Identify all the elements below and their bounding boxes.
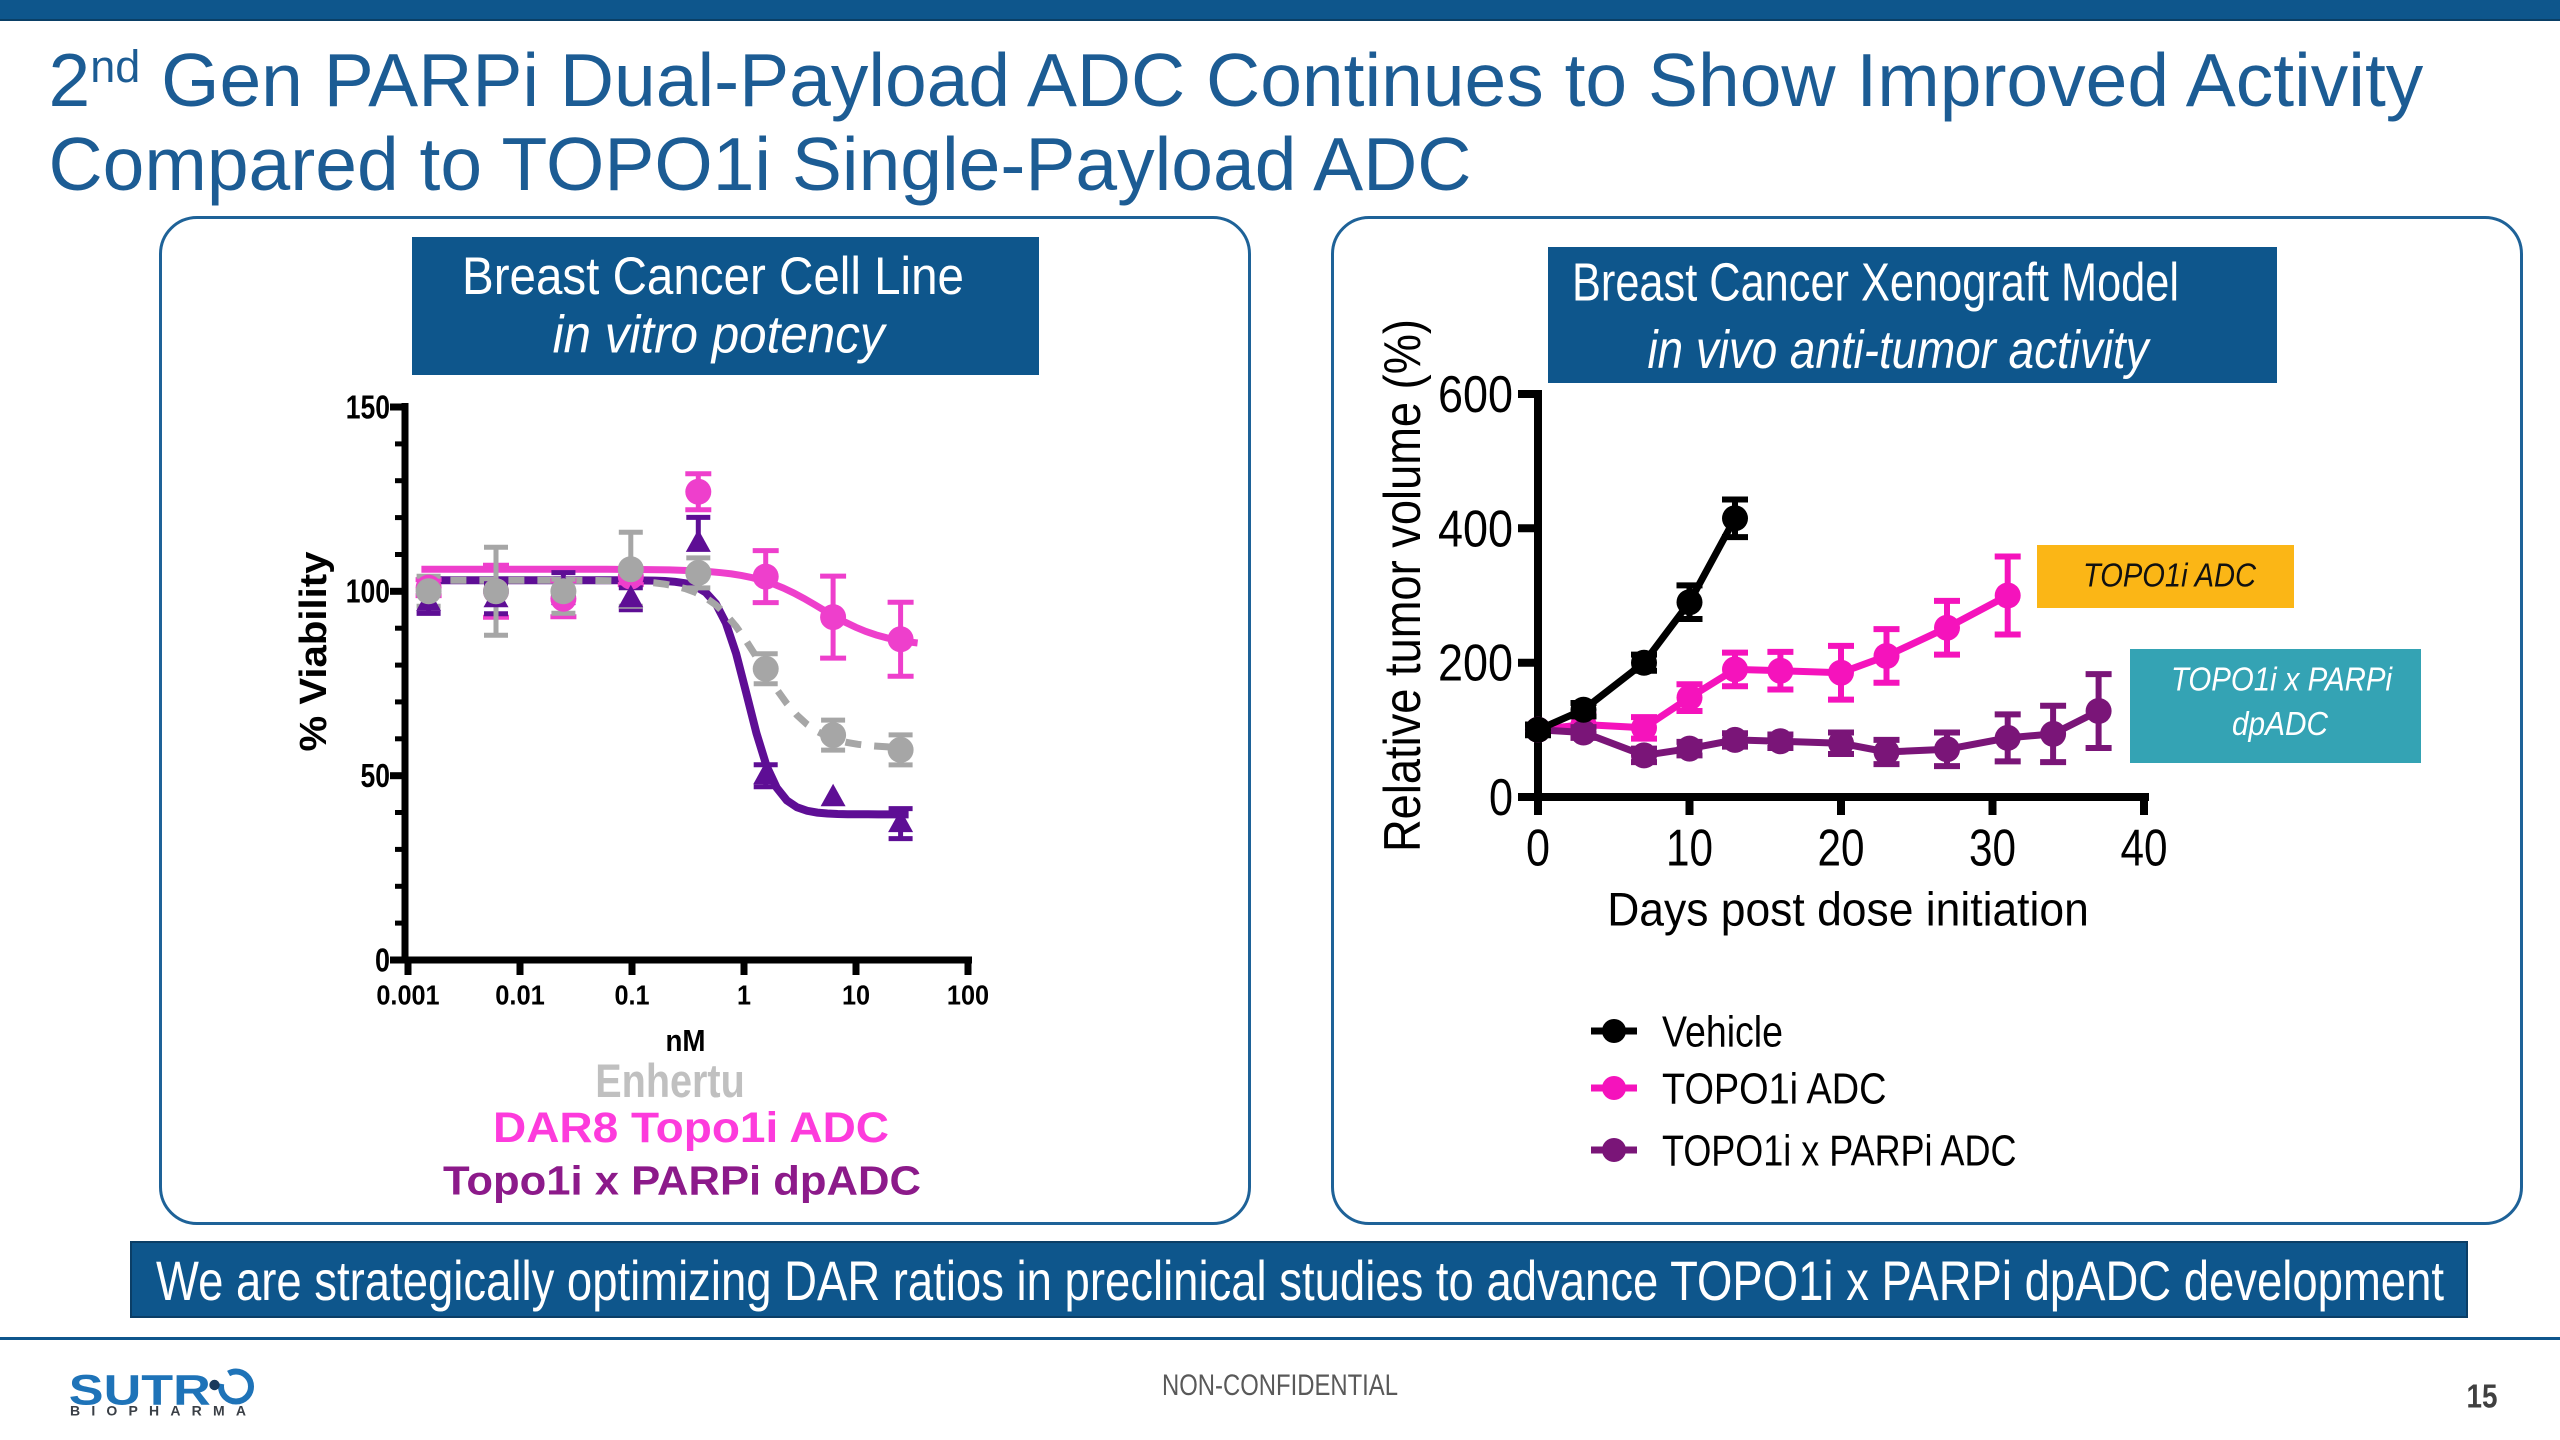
svg-text:30: 30: [1969, 820, 2016, 878]
svg-text:200: 200: [1438, 635, 1513, 693]
svg-text:1: 1: [737, 980, 751, 1011]
svg-text:We are strategically optimizin: We are strategically optimizing DAR rati…: [156, 1249, 2444, 1312]
svg-text:Topo1i x PARPi dpADC: Topo1i x PARPi dpADC: [443, 1158, 921, 1204]
svg-text:TOPO1i ADC: TOPO1i ADC: [2083, 556, 2257, 593]
svg-text:Days post dose initiation: Days post dose initiation: [1607, 884, 2089, 937]
svg-text:600: 600: [1438, 366, 1513, 424]
svg-text:Vehicle: Vehicle: [1662, 1008, 1783, 1057]
svg-text:NON-CONFIDENTIAL: NON-CONFIDENTIAL: [1162, 1369, 1398, 1402]
svg-text:0: 0: [1526, 820, 1550, 878]
svg-text:100: 100: [346, 573, 390, 610]
svg-text:Breast Cancer Cell Line: Breast Cancer Cell Line: [462, 247, 964, 306]
svg-text:10: 10: [1666, 820, 1713, 878]
svg-text:0.1: 0.1: [614, 980, 649, 1011]
svg-text:DAR8 Topo1i ADC: DAR8 Topo1i ADC: [493, 1104, 889, 1151]
svg-text:50: 50: [361, 757, 391, 794]
svg-text:TOPO1i x PARPi ADC: TOPO1i x PARPi ADC: [1662, 1127, 2017, 1176]
svg-text:% Viability: % Viability: [293, 552, 335, 752]
svg-text:0: 0: [1489, 769, 1513, 827]
svg-text:Relative tumor volume (%): Relative tumor volume (%): [1374, 319, 1432, 852]
svg-text:TOPO1i x PARPi: TOPO1i x PARPi: [2171, 660, 2393, 697]
svg-text:TOPO1i ADC: TOPO1i ADC: [1662, 1065, 1887, 1114]
svg-text:Breast Cancer Xenograft Model: Breast Cancer Xenograft Model: [1572, 252, 2179, 312]
svg-text:0.001: 0.001: [376, 980, 439, 1011]
svg-text:150: 150: [346, 388, 390, 425]
svg-text:2nd Gen PARPi Dual-Payload ADC: 2nd Gen PARPi Dual-Payload ADC Continues…: [49, 38, 2424, 122]
svg-text:dpADC: dpADC: [2232, 705, 2329, 742]
svg-text:20: 20: [1818, 820, 1865, 878]
svg-text:in vivo anti-tumor activity: in vivo anti-tumor activity: [1648, 320, 2152, 380]
svg-text:SUTR: SUTR: [69, 1367, 211, 1415]
svg-text:nM: nM: [666, 1023, 706, 1058]
svg-text:40: 40: [2121, 820, 2168, 878]
svg-text:400: 400: [1438, 500, 1513, 558]
svg-text:Enhertu: Enhertu: [595, 1055, 745, 1108]
svg-text:0: 0: [375, 941, 390, 978]
svg-text:0.01: 0.01: [495, 980, 545, 1011]
svg-text:15: 15: [2467, 1378, 2498, 1415]
svg-text:100: 100: [947, 980, 989, 1011]
svg-text:10: 10: [842, 980, 870, 1011]
svg-text:Compared to TOPO1i Single-Payl: Compared to TOPO1i Single-Payload ADC: [49, 122, 1472, 206]
svg-text:in vitro potency: in vitro potency: [553, 306, 888, 365]
